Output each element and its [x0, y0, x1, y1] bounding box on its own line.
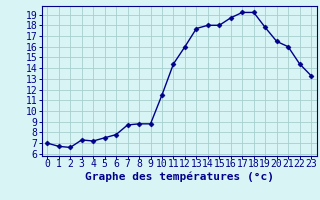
X-axis label: Graphe des températures (°c): Graphe des températures (°c)	[85, 172, 274, 182]
